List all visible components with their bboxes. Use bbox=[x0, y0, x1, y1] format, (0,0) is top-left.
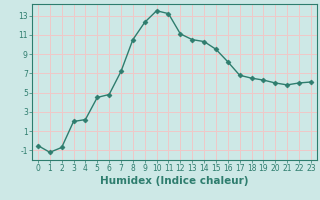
X-axis label: Humidex (Indice chaleur): Humidex (Indice chaleur) bbox=[100, 176, 249, 186]
